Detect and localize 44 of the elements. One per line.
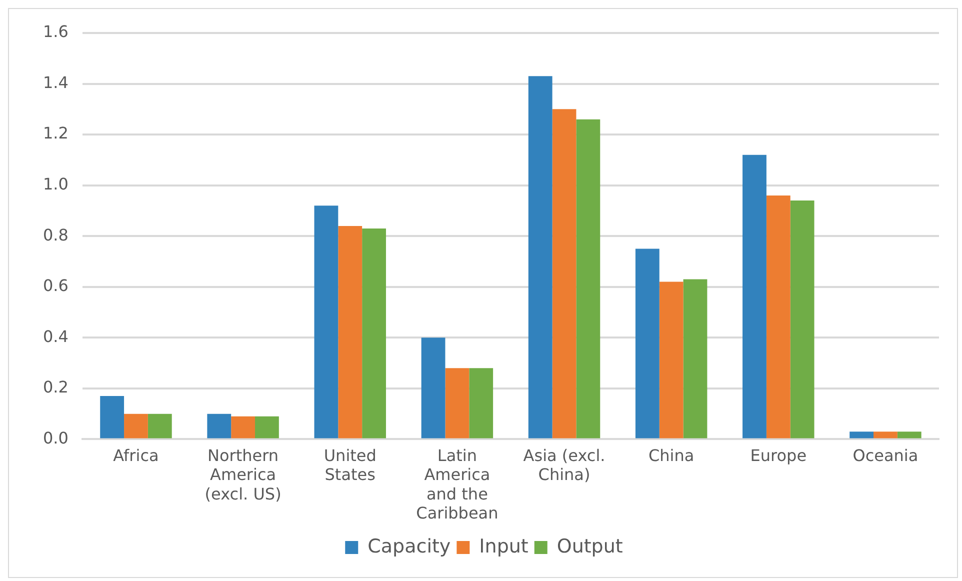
y-tick-label: 1.0 bbox=[42, 174, 68, 194]
bar bbox=[790, 200, 814, 438]
y-tick-label: 1.4 bbox=[42, 72, 68, 92]
bar bbox=[338, 226, 362, 438]
bar bbox=[100, 396, 124, 438]
y-tick-label: 1.2 bbox=[42, 124, 68, 143]
x-tick-label: United States bbox=[324, 446, 376, 484]
bar bbox=[576, 119, 600, 438]
bar bbox=[421, 338, 446, 438]
bar bbox=[874, 432, 898, 438]
bar bbox=[683, 279, 708, 438]
y-tick-label: 1.6 bbox=[42, 22, 68, 42]
bar bbox=[231, 416, 256, 438]
bar bbox=[766, 195, 790, 438]
bar bbox=[469, 368, 494, 438]
y-tick-label: 0.2 bbox=[42, 378, 68, 397]
x-tick-label: Northern America (excl. US) bbox=[204, 446, 282, 504]
bar bbox=[897, 432, 922, 438]
x-tick-label: Asia (excl. China) bbox=[523, 446, 606, 484]
bar bbox=[207, 414, 232, 438]
bar bbox=[635, 248, 660, 438]
y-tick-label: 0.4 bbox=[42, 326, 68, 346]
y-tick-label: 0.0 bbox=[42, 428, 68, 448]
bar bbox=[255, 416, 279, 438]
x-tick-label: China bbox=[648, 446, 694, 465]
legend-label: Capacity bbox=[368, 535, 451, 558]
x-tick-label: Latin America and the Caribbean bbox=[416, 446, 498, 523]
bar bbox=[314, 206, 338, 438]
bar bbox=[124, 414, 148, 438]
x-tick-label: Oceania bbox=[852, 446, 918, 465]
x-tick-label: Europe bbox=[750, 446, 807, 465]
y-tick-label: 0.6 bbox=[42, 276, 68, 296]
legend-label: Input bbox=[479, 535, 528, 558]
x-tick-label: Africa bbox=[113, 446, 159, 465]
bar bbox=[850, 432, 874, 438]
y-tick-label: 0.8 bbox=[42, 225, 68, 244]
bar bbox=[148, 414, 172, 438]
bar bbox=[528, 76, 552, 438]
bar bbox=[362, 228, 386, 438]
bar bbox=[659, 282, 684, 438]
legend-label: Output bbox=[556, 535, 623, 558]
bar bbox=[445, 368, 470, 438]
bar bbox=[742, 154, 766, 438]
bar bbox=[552, 109, 576, 438]
